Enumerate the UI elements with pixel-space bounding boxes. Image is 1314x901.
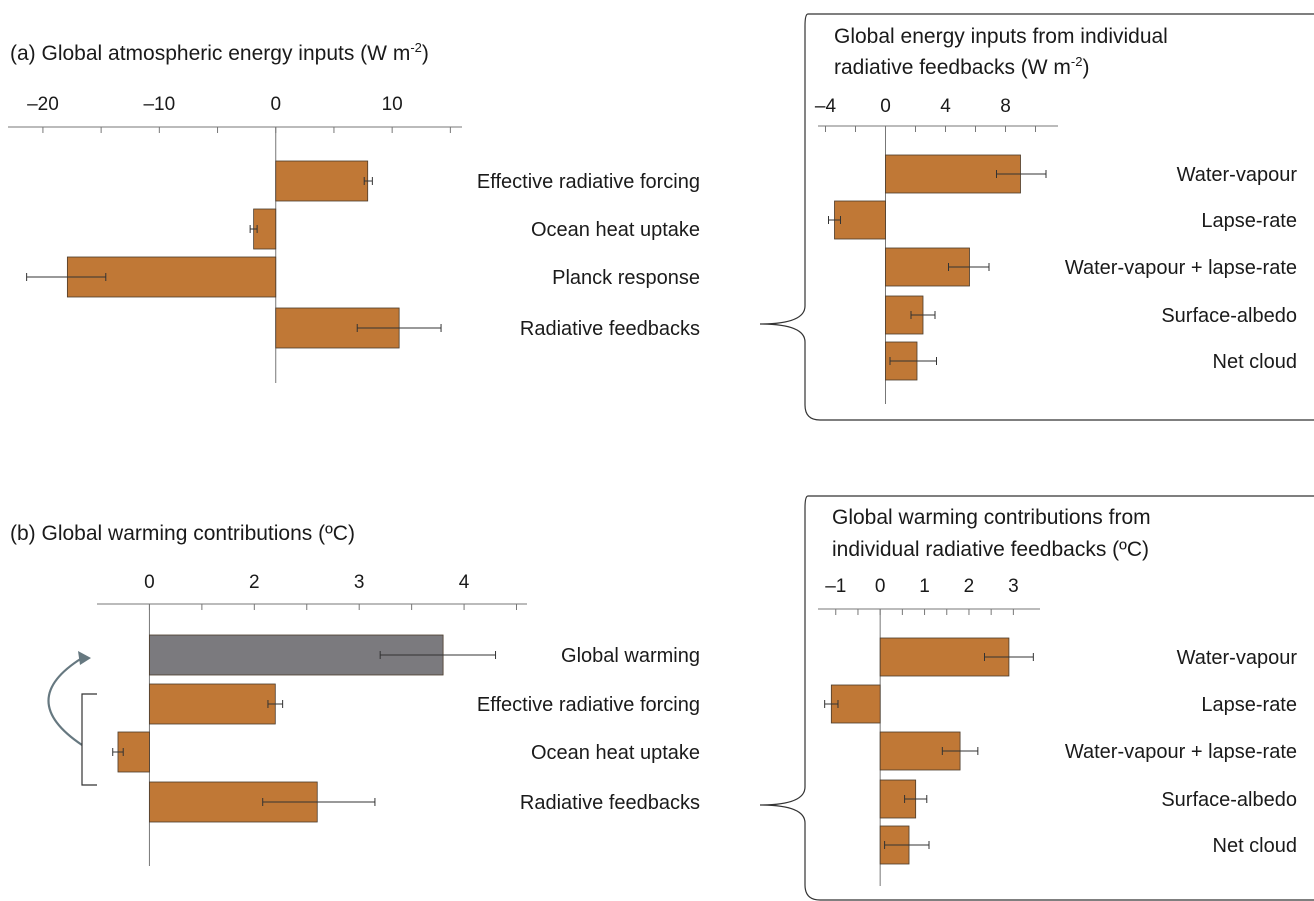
panel-b-warming-contributions: (b) Global warming contributions (ºC) 0 2… [10,522,700,866]
category-label: Ocean heat uptake [531,742,700,764]
panel-a-inset-frame [759,13,1314,421]
sum-arrow [47,657,83,746]
category-label: Water-vapour [1177,647,1298,669]
x-tick-label: 2 [964,576,975,597]
category-label: Surface-albedo [1161,789,1297,811]
panel-a-inset-title-line2: radiative feedbacks (W m-2) [834,54,1089,79]
category-label: Effective radiative forcing [477,694,700,716]
category-label: Water-vapour + lapse-rate [1065,257,1297,279]
panel-b-inset-title-line1: Global warming contributions from [832,506,1151,529]
x-tick-label: –10 [143,94,175,115]
category-label: Net cloud [1213,351,1298,373]
x-tick-label: 10 [382,94,403,115]
category-label: Planck response [552,267,700,289]
x-tick-label: 4 [940,96,951,117]
x-tick-label: –1 [825,576,846,597]
bar [149,683,276,725]
x-tick-label: 0 [270,94,281,115]
panel-a-energy-inputs: (a) Global atmospheric energy inputs (W … [8,40,700,383]
bar [834,200,886,240]
x-tick-label: 3 [354,572,365,593]
x-tick-label: 8 [1000,96,1011,117]
x-tick-label: 2 [249,572,260,593]
x-tick-label: 3 [1008,576,1019,597]
category-label: Water-vapour + lapse-rate [1065,741,1297,763]
x-tick-label: 0 [880,96,891,117]
panel-b-title: (b) Global warming contributions (ºC) [10,522,355,545]
category-label: Surface-albedo [1161,305,1297,327]
panel-a-inset-feedbacks: Global energy inputs from individual rad… [759,13,1314,421]
x-tick-label: –4 [815,96,837,117]
x-tick-label: 0 [144,572,155,593]
category-label: Effective radiative forcing [477,171,700,193]
panel-b-inset-frame [759,495,1314,901]
x-tick-label: 0 [875,576,886,597]
bar [275,160,369,202]
category-label: Net cloud [1213,835,1298,857]
panel-b-inset-feedbacks: Global warming contributions from indivi… [759,495,1314,901]
category-label: Radiative feedbacks [520,792,700,814]
category-label: Radiative feedbacks [520,318,700,340]
panel-a-inset-title-line1: Global energy inputs from individual [834,25,1168,48]
category-label: Global warming [561,645,700,667]
panel-b-sum-bracket [81,693,97,786]
category-label: Ocean heat uptake [531,219,700,241]
bar [830,684,881,724]
category-label: Water-vapour [1177,164,1298,186]
category-label: Lapse-rate [1201,694,1297,716]
x-tick-label: 4 [459,572,470,593]
panel-b-inset-title-line2: individual radiative feedbacks (ºC) [832,538,1149,561]
panel-a-title: (a) Global atmospheric energy inputs (W … [10,40,429,65]
sum-arrow-head-icon [78,651,91,665]
category-label: Lapse-rate [1201,210,1297,232]
x-tick-label: 1 [919,576,930,597]
x-tick-label: –20 [27,94,59,115]
